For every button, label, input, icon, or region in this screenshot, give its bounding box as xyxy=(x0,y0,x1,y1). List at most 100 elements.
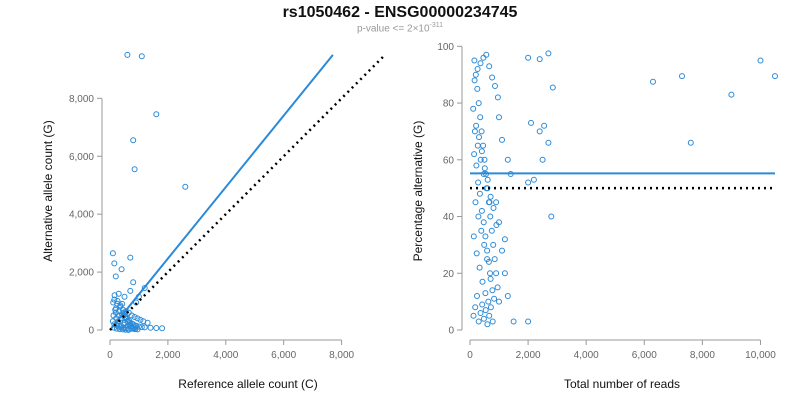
plot2-point xyxy=(474,66,481,72)
plot1-point xyxy=(130,137,137,144)
plot2-point xyxy=(687,139,694,146)
plot2-point xyxy=(501,270,508,277)
plot1-point xyxy=(113,325,120,332)
plot2-point xyxy=(539,156,546,163)
plot2-point xyxy=(493,222,500,228)
plot2-y-tick-label: 40 xyxy=(443,212,455,223)
plot2-point xyxy=(489,318,496,325)
plot2-y-tick-label: 20 xyxy=(443,269,455,280)
plot2-point xyxy=(728,91,735,98)
plot2-point xyxy=(476,134,482,141)
subtitle-exponent: -311 xyxy=(429,22,444,29)
plot2-point xyxy=(477,310,484,316)
plot2-y-tick-label: 100 xyxy=(437,42,454,53)
plot2-point xyxy=(484,321,491,328)
plot2-point xyxy=(496,298,502,305)
plot2-point xyxy=(484,176,491,183)
plot1-x-tick-label: 8,000 xyxy=(329,350,354,361)
plot1-point xyxy=(141,285,148,291)
plot1-x-tick-label: 4,000 xyxy=(213,350,238,361)
plot2-point xyxy=(490,241,497,248)
plot1-point xyxy=(127,254,134,261)
plot2-point xyxy=(471,57,478,64)
plot1-point xyxy=(124,51,131,58)
chart-subtitle: p-value <= 2×10-311 xyxy=(0,22,800,34)
plot2-point xyxy=(483,51,490,58)
plot2-point xyxy=(486,199,493,206)
plot1-reference-line xyxy=(109,54,386,331)
plot1-point xyxy=(153,111,160,118)
plot2-point xyxy=(473,122,480,129)
plot1-point xyxy=(117,302,124,309)
plot1-y-tick-label: 2,000 xyxy=(69,268,94,279)
plot2-point xyxy=(478,128,485,135)
plot2-point xyxy=(541,122,548,129)
plot1-y-tick-label: 8,000 xyxy=(69,94,94,105)
plot2-point xyxy=(485,298,492,305)
plot2-point xyxy=(486,312,493,319)
plot1-point xyxy=(116,326,123,333)
plot1-point xyxy=(121,293,128,300)
plot2-y-tick-label: 0 xyxy=(448,326,454,337)
plot1-point xyxy=(111,260,118,267)
plot2-point xyxy=(484,247,491,254)
plot1-point xyxy=(130,279,137,286)
plot1-x-tick-label: 0 xyxy=(107,350,113,361)
plot2-point xyxy=(475,318,482,325)
plot2-point xyxy=(528,119,534,126)
plot2-point xyxy=(772,73,778,80)
plot2-point xyxy=(482,233,489,240)
plot2-point xyxy=(494,94,501,101)
plot2-point xyxy=(490,205,497,211)
plot1-y-tick-label: 4,000 xyxy=(69,210,94,221)
plot2-point xyxy=(482,290,489,297)
plot2-point xyxy=(499,136,505,143)
plot1-point xyxy=(111,296,118,303)
plot2-point xyxy=(536,128,543,135)
plot1-point xyxy=(118,266,125,273)
plot2-point xyxy=(504,293,511,299)
plot1-point xyxy=(112,273,119,280)
plot2-point xyxy=(549,84,556,91)
plot2-point xyxy=(470,233,477,240)
plot1-point xyxy=(119,326,126,333)
plot2-point xyxy=(496,114,502,121)
plot1-point xyxy=(110,299,117,306)
plot2-point xyxy=(525,318,532,325)
plot2-point xyxy=(525,54,532,61)
plot2-point xyxy=(545,50,552,57)
plot2-point xyxy=(471,151,478,158)
plot2-x-tick-label: 0 xyxy=(467,350,473,361)
plot2-point xyxy=(478,227,485,234)
plot2-point xyxy=(487,213,494,220)
plot2-point xyxy=(478,148,485,155)
plot2-point xyxy=(504,156,511,163)
plot2-y-tick-label: 80 xyxy=(443,99,455,110)
plot2-point xyxy=(479,301,486,308)
plot2-point xyxy=(480,54,487,61)
plot2-point xyxy=(470,105,477,112)
plot1-point xyxy=(182,183,189,190)
plot2-point xyxy=(480,142,487,149)
plot1-x-tick-label: 2,000 xyxy=(155,350,180,361)
plot2-point xyxy=(487,275,494,282)
subtitle-text: p-value <= 2×10 xyxy=(356,23,430,35)
plot2-point xyxy=(530,176,537,183)
plot1-point xyxy=(118,322,124,329)
plot2-point xyxy=(470,312,477,319)
plot2-point xyxy=(479,278,486,285)
plot2-point xyxy=(493,270,500,277)
plot1-point xyxy=(137,316,144,323)
plot2-x-tick-label: 6,000 xyxy=(632,350,657,361)
plot2-point xyxy=(481,241,488,248)
plot2-y-axis-label: Percentage alternative (G) xyxy=(411,121,425,262)
plot2-point xyxy=(473,250,480,257)
plot2-point xyxy=(481,165,488,172)
plot2-point xyxy=(650,78,656,85)
plot2-point xyxy=(473,162,480,169)
plot2-point xyxy=(475,100,482,107)
plot2-point xyxy=(487,270,493,277)
plot2-point xyxy=(510,318,517,325)
plot2-point xyxy=(474,293,480,299)
plot2-point xyxy=(536,56,543,63)
